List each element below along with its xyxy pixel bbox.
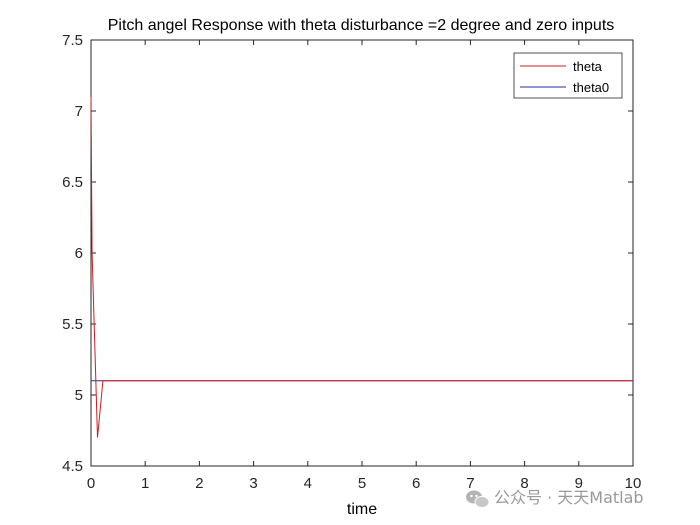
y-tick-label: 7: [75, 103, 83, 120]
series-line-theta: [90, 96, 633, 438]
x-tick-label: 5: [358, 475, 366, 492]
x-tick-label: 8: [520, 475, 528, 492]
x-axis: 0 1 2 3 4 5 6 7 8 9 10: [87, 40, 642, 492]
wechat-icon: [466, 490, 490, 508]
y-axis: 4.5 5 5.5 6 6.5 7 7.5: [62, 32, 633, 475]
x-tick-label: 3: [249, 475, 257, 492]
legend: theta theta0: [513, 52, 623, 99]
x-tick-label: 1: [141, 475, 149, 492]
watermark: 公众号 · 天天Matlab: [466, 488, 644, 508]
x-axis-label: time: [347, 501, 377, 518]
x-tick-label: 9: [575, 475, 583, 492]
series-layer: [90, 96, 633, 438]
plot-frame: [90, 39, 634, 467]
watermark-text: 公众号 · 天天Matlab: [494, 488, 644, 507]
x-tick-label: 6: [412, 475, 420, 492]
y-tick-label: 5: [75, 387, 83, 404]
x-tick-label: 2: [195, 475, 203, 492]
legend-label-theta: theta: [573, 59, 603, 74]
x-tick-label: 4: [304, 475, 312, 492]
plot-area: 0 1 2 3 4 5 6 7 8 9 10 4.5 5 5.5 6 6.5 7 7.5: [62, 32, 641, 492]
x-tick-label: 7: [466, 475, 474, 492]
chart-title: Pitch angel Response with theta disturba…: [108, 17, 615, 34]
legend-box: [513, 52, 623, 99]
x-tick-label: 10: [625, 475, 642, 492]
y-tick-label: 5.5: [62, 316, 83, 333]
y-tick-label: 4.5: [62, 458, 83, 475]
y-tick-label: 6.5: [62, 174, 83, 191]
y-tick-label: 6: [75, 245, 83, 262]
legend-label-theta0: theta0: [573, 80, 609, 95]
y-tick-label: 7.5: [62, 32, 83, 49]
x-tick-label: 0: [87, 475, 95, 492]
